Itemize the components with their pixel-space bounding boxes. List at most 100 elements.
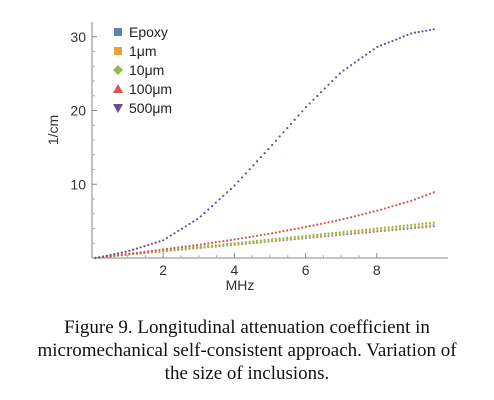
data-point	[162, 248, 165, 251]
data-point	[244, 172, 247, 175]
data-point	[387, 41, 390, 44]
data-point	[218, 198, 221, 201]
data-point	[334, 233, 338, 236]
data-point	[331, 232, 334, 235]
data-point	[327, 232, 330, 235]
data-point	[289, 122, 293, 126]
data-point	[263, 233, 266, 236]
data-point	[233, 238, 236, 241]
data-point	[297, 227, 300, 230]
data-point	[278, 237, 281, 240]
series-100m	[94, 191, 435, 260]
data-point	[128, 252, 131, 255]
plot-area	[94, 28, 435, 260]
data-point	[327, 83, 330, 86]
caption-line-3: the size of inclusions.	[164, 363, 330, 384]
data-point	[334, 231, 338, 234]
data-point	[331, 220, 334, 223]
data-point	[353, 231, 356, 234]
data-point	[376, 45, 379, 48]
data-point	[346, 232, 349, 235]
data-point	[169, 247, 172, 250]
data-point	[395, 38, 398, 41]
legend-marker-square	[114, 28, 122, 36]
series-1m	[94, 223, 435, 260]
y-tick-label: 10	[70, 176, 86, 192]
data-point	[195, 218, 199, 221]
data-point	[135, 251, 138, 254]
data-point	[338, 231, 341, 234]
data-point	[323, 232, 326, 235]
data-point	[225, 191, 229, 194]
data-point	[229, 242, 232, 245]
data-point	[252, 235, 255, 238]
data-point	[380, 208, 383, 211]
data-point	[391, 39, 394, 43]
data-point	[135, 247, 138, 250]
data-point	[342, 232, 345, 235]
data-point	[94, 256, 97, 260]
data-point	[365, 228, 368, 231]
data-point	[173, 246, 176, 250]
axes: 2 4 6 8 10 20 30 MHz 1/cm	[45, 22, 448, 293]
data-point	[421, 224, 424, 228]
data-point	[184, 247, 187, 250]
data-point	[361, 228, 364, 232]
data-point	[297, 235, 300, 238]
data-point	[132, 248, 135, 251]
data-point	[338, 232, 341, 236]
data-point	[361, 213, 364, 216]
data-point	[274, 237, 278, 241]
data-point	[282, 230, 285, 233]
data-point	[383, 228, 387, 231]
data-point	[319, 234, 323, 237]
data-point	[342, 69, 345, 72]
data-point	[413, 198, 417, 201]
data-point	[218, 240, 221, 243]
data-point	[293, 235, 296, 239]
data-point	[372, 210, 375, 213]
data-point	[248, 235, 251, 239]
data-point	[432, 221, 435, 224]
attenuation-chart: 2 4 6 8 10 20 30 MHz 1/cm Epoxy 1μm 10μm 100μm 500μm	[45, 22, 448, 293]
data-point	[376, 229, 379, 232]
data-point	[128, 249, 131, 252]
data-point	[365, 53, 368, 56]
data-point	[154, 249, 157, 252]
data-point	[241, 241, 244, 244]
data-point	[113, 254, 116, 257]
data-point	[319, 233, 323, 236]
data-point	[417, 223, 420, 226]
legend-entry-label: Epoxy	[129, 24, 168, 40]
data-point	[139, 246, 142, 249]
data-point	[417, 30, 420, 34]
data-point	[286, 236, 289, 239]
data-point	[150, 249, 154, 253]
data-point	[195, 243, 199, 247]
data-point	[301, 226, 304, 229]
data-point	[428, 221, 432, 225]
x-axis-label: MHz	[226, 277, 255, 293]
data-point	[263, 239, 266, 242]
data-point	[410, 32, 413, 35]
data-point	[376, 209, 379, 212]
data-point	[349, 216, 353, 219]
data-point	[428, 28, 432, 32]
data-point	[271, 238, 274, 241]
data-point	[353, 229, 356, 232]
data-point	[425, 222, 428, 225]
data-point	[154, 241, 157, 244]
data-point	[274, 139, 278, 142]
y-tick-label: 20	[70, 103, 86, 119]
data-point	[188, 246, 191, 249]
x-tick-label: 4	[231, 262, 239, 278]
data-point	[297, 114, 300, 117]
data-point	[301, 235, 304, 238]
data-point	[428, 224, 432, 227]
data-point	[338, 218, 341, 222]
data-point	[214, 201, 217, 204]
data-point	[327, 234, 330, 237]
data-point	[425, 194, 428, 197]
data-point	[184, 225, 187, 228]
data-point	[286, 127, 289, 130]
